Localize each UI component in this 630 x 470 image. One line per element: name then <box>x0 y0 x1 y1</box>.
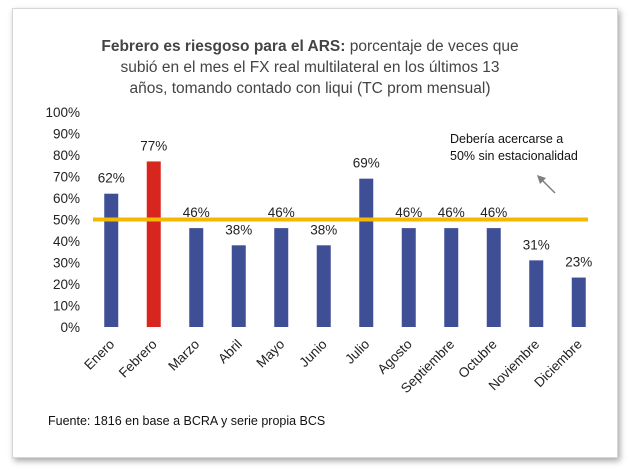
data-label: 31% <box>523 237 550 252</box>
data-label: 77% <box>140 138 167 153</box>
data-label: 46% <box>268 205 295 220</box>
annotation-arrow-shaft <box>540 178 556 194</box>
y-tick-label: 50% <box>53 213 80 228</box>
data-label: 38% <box>225 222 252 237</box>
reference-annotation-line2: 50% sin estacionalidad <box>450 149 578 163</box>
source-note: Fuente: 1816 en base a BCRA y serie prop… <box>48 414 326 428</box>
x-tick-label: Enero <box>81 337 117 373</box>
y-tick-label: 100% <box>45 105 80 120</box>
x-tick-label: Febrero <box>116 337 160 381</box>
data-label: 38% <box>310 222 337 237</box>
chart-title-line1: porcentaje de veces que <box>345 38 519 55</box>
x-tick-label: Abril <box>215 337 245 367</box>
bar-diciembre <box>571 277 586 327</box>
chart-title-line3: años, tomando contado con liqui (TC prom… <box>129 80 491 97</box>
bar-agosto <box>401 228 416 327</box>
data-label: 46% <box>395 205 422 220</box>
bar-mayo <box>274 228 289 327</box>
x-tick-label: Junio <box>296 337 329 370</box>
x-tick-label: Julio <box>342 337 372 367</box>
bar-julio <box>359 178 374 327</box>
bar-junio <box>316 245 331 327</box>
chart-title-line2: subió en el mes el FX real multilateral … <box>120 59 500 76</box>
y-tick-label: 20% <box>53 277 80 292</box>
data-label: 46% <box>438 205 465 220</box>
chart-title-bold: Febrero es riesgoso para el ARS: <box>101 38 346 55</box>
reference-annotation: Debería acercarse a 50% sin estacionalid… <box>450 131 578 165</box>
data-label: 62% <box>98 171 125 186</box>
chart-title: Febrero es riesgoso para el ARS: porcent… <box>40 36 580 99</box>
data-label: 69% <box>353 156 380 171</box>
reference-annotation-line1: Debería acercarse a <box>450 132 564 146</box>
data-label: 46% <box>480 205 507 220</box>
y-tick-label: 70% <box>53 170 80 185</box>
y-tick-label: 0% <box>60 320 80 335</box>
data-label: 23% <box>565 255 592 270</box>
bar-marzo <box>189 228 204 327</box>
bar-abril <box>231 245 246 327</box>
y-tick-label: 60% <box>53 191 80 206</box>
x-tick-label: Marzo <box>165 337 202 374</box>
bar-septiembre <box>444 228 459 327</box>
data-label: 46% <box>183 205 210 220</box>
y-tick-label: 80% <box>53 148 80 163</box>
bar-enero <box>104 193 119 327</box>
y-tick-label: 90% <box>53 127 80 142</box>
y-tick-label: 30% <box>53 256 80 271</box>
bar-febrero <box>146 161 161 327</box>
y-tick-label: 40% <box>53 234 80 249</box>
x-tick-label: Agosto <box>375 337 415 377</box>
x-tick-label: Mayo <box>253 337 287 371</box>
y-tick-label: 10% <box>53 299 80 314</box>
bar-noviembre <box>529 260 544 327</box>
bar-octubre <box>486 228 501 327</box>
annotation-arrow-head <box>537 175 546 184</box>
